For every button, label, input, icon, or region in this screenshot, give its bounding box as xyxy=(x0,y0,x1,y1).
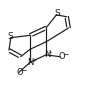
Text: +: + xyxy=(47,50,53,55)
Text: S: S xyxy=(55,9,60,17)
Text: −: − xyxy=(20,66,27,75)
Text: O: O xyxy=(59,52,65,61)
Text: O: O xyxy=(16,68,23,77)
Text: −: − xyxy=(62,50,69,59)
Text: N: N xyxy=(27,58,33,67)
Text: +: + xyxy=(31,58,36,63)
Text: S: S xyxy=(7,32,13,41)
Text: N: N xyxy=(44,50,51,59)
